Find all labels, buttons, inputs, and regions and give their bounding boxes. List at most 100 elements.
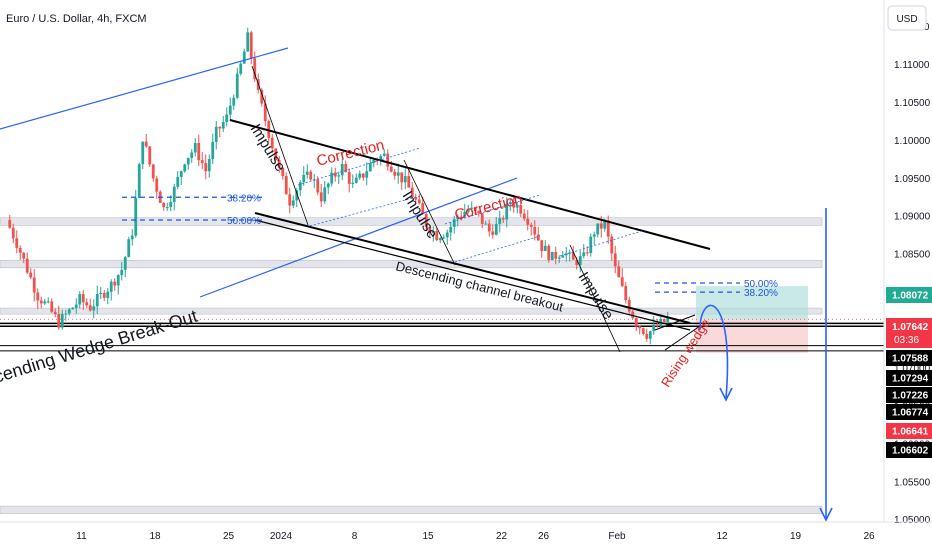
candle-body bbox=[71, 307, 75, 310]
candle-body bbox=[372, 159, 376, 164]
candle bbox=[519, 200, 523, 218]
candle bbox=[50, 298, 54, 314]
x-tick-label: 2024 bbox=[270, 531, 293, 542]
price-tag-label: 1.07588 bbox=[892, 354, 929, 365]
candle bbox=[536, 226, 540, 242]
candle-body bbox=[529, 224, 533, 227]
candle-body bbox=[389, 166, 393, 172]
candle bbox=[540, 240, 544, 258]
candle-body bbox=[120, 269, 124, 276]
candle bbox=[561, 250, 565, 258]
x-tick-label: 15 bbox=[422, 531, 434, 542]
candle-body bbox=[211, 141, 215, 160]
candle bbox=[340, 159, 344, 181]
candle-body bbox=[123, 257, 127, 270]
candle-body bbox=[81, 294, 85, 303]
candle bbox=[39, 296, 43, 309]
candle-body bbox=[463, 211, 467, 217]
candle-body bbox=[148, 146, 152, 165]
candle-body bbox=[67, 309, 71, 314]
y-tick-label: 1.05500 bbox=[894, 477, 931, 488]
candle-body bbox=[225, 114, 229, 122]
y-tick-label: 1.10500 bbox=[894, 98, 931, 109]
candle bbox=[617, 260, 621, 278]
candle bbox=[512, 194, 516, 213]
candle-body bbox=[319, 192, 323, 202]
candle bbox=[176, 171, 180, 190]
candle bbox=[197, 134, 201, 167]
candle-body bbox=[218, 126, 222, 129]
candle bbox=[288, 187, 292, 214]
candle bbox=[662, 318, 666, 324]
candle bbox=[57, 305, 61, 330]
symbol-title: Euro / U.S. Dollar, 4h, FXCM bbox=[6, 13, 147, 25]
candle bbox=[319, 184, 323, 208]
candle-body bbox=[43, 301, 47, 304]
price-tag-label: 1.06774 bbox=[892, 408, 929, 419]
candle bbox=[449, 222, 453, 241]
candle bbox=[505, 197, 509, 228]
projection-arrow-head bbox=[719, 387, 733, 402]
candle bbox=[508, 198, 512, 211]
candle bbox=[183, 163, 187, 173]
x-tick-label: 26 bbox=[863, 531, 875, 542]
candle bbox=[610, 233, 614, 261]
candle bbox=[162, 202, 166, 211]
candle-body bbox=[522, 213, 526, 219]
candle bbox=[88, 298, 92, 312]
candle-body bbox=[176, 176, 180, 187]
candle-body bbox=[557, 257, 561, 259]
candle-body bbox=[60, 313, 64, 328]
candle-body bbox=[46, 301, 50, 303]
candle-body bbox=[459, 216, 463, 218]
candle bbox=[137, 162, 141, 199]
correction-1-top bbox=[297, 147, 421, 186]
fib-left-label-1: 50.00% bbox=[227, 216, 261, 227]
candle bbox=[172, 183, 176, 211]
candle bbox=[207, 154, 211, 178]
candle-body bbox=[316, 179, 320, 193]
candle bbox=[641, 327, 645, 336]
candle-body bbox=[396, 172, 400, 176]
candle bbox=[274, 148, 278, 161]
candle bbox=[218, 126, 222, 138]
currency-button[interactable] bbox=[887, 5, 927, 31]
candle-body bbox=[197, 143, 201, 161]
candle bbox=[15, 230, 19, 254]
countdown-label: 03:36 bbox=[894, 335, 919, 346]
candle-body bbox=[50, 301, 54, 312]
candle bbox=[655, 318, 659, 328]
candle bbox=[330, 167, 334, 187]
candle-body bbox=[186, 157, 190, 165]
candle-body bbox=[648, 331, 652, 339]
candle-body bbox=[127, 239, 131, 258]
candle-body bbox=[533, 226, 537, 235]
candle bbox=[624, 282, 628, 304]
candle-body bbox=[498, 218, 502, 224]
candle bbox=[309, 169, 313, 181]
candle bbox=[550, 251, 554, 261]
candle bbox=[631, 310, 635, 320]
annotation-6: Rising wedge bbox=[658, 316, 713, 390]
candle-body bbox=[214, 126, 218, 142]
candle-body bbox=[435, 231, 439, 241]
candle-body bbox=[666, 317, 670, 322]
correction-1-bottom bbox=[309, 195, 421, 227]
candle bbox=[396, 163, 400, 184]
candle-body bbox=[400, 172, 404, 183]
candle bbox=[382, 149, 386, 157]
candle bbox=[64, 309, 68, 321]
candle bbox=[442, 234, 446, 240]
x-tick-label: 22 bbox=[496, 531, 508, 542]
candle bbox=[242, 48, 246, 64]
candle bbox=[368, 158, 372, 172]
candle bbox=[445, 229, 449, 245]
candle bbox=[60, 309, 64, 330]
candle bbox=[372, 158, 376, 168]
candle-body bbox=[102, 292, 106, 298]
candle bbox=[473, 206, 477, 216]
candle-body bbox=[249, 32, 253, 59]
candle-body bbox=[228, 105, 232, 115]
price-tag-bg bbox=[886, 404, 932, 420]
